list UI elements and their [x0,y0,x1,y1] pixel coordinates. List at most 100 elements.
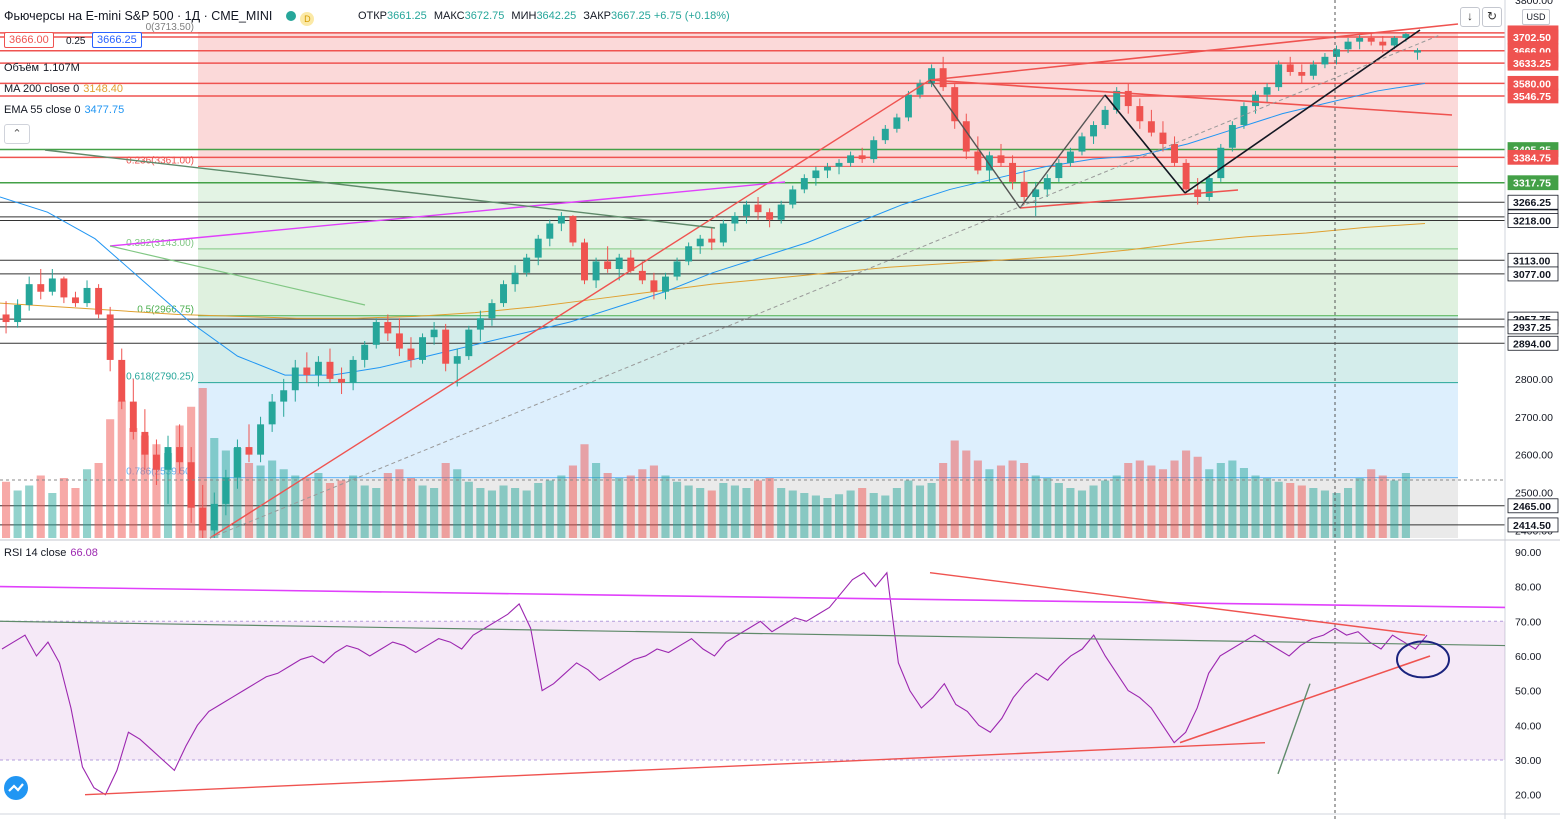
volume-bar [1309,488,1318,538]
candle-body [1321,56,1329,65]
price-axis-tick-label: 3800.00 [1515,0,1553,7]
sell-button[interactable]: 3666.00 [4,32,54,48]
volume-bar [106,419,115,538]
symbol-title-text: Фьючерсы на E-mini S&P 500 · 1Д · CME_MI… [4,9,273,23]
volume-bar [487,490,497,538]
candle-body [789,189,797,205]
price-axis-background [1505,0,1560,819]
download-button[interactable]: ↓ [1460,7,1480,27]
volume-bar [82,469,92,538]
candle-body [974,151,982,171]
volume-bar [59,478,68,538]
volume-bar [13,490,22,538]
ema55-legend[interactable]: EMA 55 close 0 3477.75 [4,104,124,116]
fib-level-label: 0.382(3143.00) [126,238,194,249]
volume-bar [1251,475,1260,538]
buy-button[interactable]: 3666.25 [92,32,142,48]
rsi-trend-line [0,585,1506,609]
volume-bar [94,463,103,538]
candle-body [14,304,22,323]
candle-body [708,238,716,243]
low-label: МИН [511,10,537,22]
candle-body [1414,50,1421,53]
candle-body [835,162,843,167]
dashed-trend-line [209,34,1441,539]
high-label: МАКС [433,10,465,22]
price-label-text: 3218.00 [1513,216,1551,228]
candle-body [210,503,218,531]
volume-bar [834,494,844,538]
volume-bar [1020,463,1029,538]
fib-level-label: 0.5(2966.75) [137,305,194,316]
symbol-title[interactable]: Фьючерсы на E-mini S&P 500 · 1Д · CME_MI… [4,9,315,26]
candle-body [604,261,612,269]
volume-bar [788,490,797,538]
price-label-badge [1507,319,1559,335]
volume-bar [198,388,207,538]
volume-bar [71,488,80,538]
rsi-axis-tick-label: 70.00 [1515,616,1541,628]
pattern-line [1104,94,1186,194]
volume-bar [418,485,427,538]
rsi-legend[interactable]: RSI 14 close 66.08 [4,547,98,559]
candle-body [823,166,831,171]
candle-body [673,261,681,277]
candle-body [176,447,184,463]
close-value: 3667.25 +6.75 (+0.18%) [611,10,730,22]
candle-body [187,462,195,508]
candle-body [812,170,820,179]
candle-body [1078,136,1086,152]
rsi-axis-tick-label: 60.00 [1515,651,1541,663]
volume-bar [603,473,612,538]
volume-bar [568,465,577,538]
volume-bar [846,490,855,538]
rsi-annotation-circle [1396,640,1450,679]
volume-bar [464,481,473,538]
collapse-legend-button[interactable]: ⌃ [4,124,30,144]
volume-bar [673,481,682,538]
price-label-text: 3266.25 [1513,197,1551,209]
volume-bar [372,488,381,538]
volume-bar [1320,490,1329,538]
refresh-icon: ↻ [1486,9,1498,23]
volume-bar [730,485,739,538]
currency-button[interactable]: USD [1522,9,1550,25]
price-label-badge [1507,55,1559,71]
volume-legend[interactable]: Объём 1.107M [4,62,80,74]
volume-bar [985,469,994,538]
candle-body [222,477,230,504]
candle-body [1286,64,1294,72]
candle-body [1356,37,1364,42]
chevron-up-icon: ⌃ [12,128,22,140]
price-label-text: 3317.75 [1513,178,1551,190]
candle-body [326,361,334,379]
rsi-trend-line [0,620,1506,647]
volume-bar [314,473,323,538]
refresh-button[interactable]: ↻ [1482,7,1502,27]
candle-body [731,215,739,224]
candle-body [268,401,276,425]
tradingview-logo[interactable] [4,776,28,800]
volume-bar [383,473,392,538]
volume-bar [1066,488,1075,538]
candle-body [152,454,160,470]
price-label-badge [1507,213,1559,228]
volume-bar [892,488,901,538]
rsi-trend-line [929,572,1426,636]
candle-body [1147,121,1155,133]
price-label-badge [1507,335,1559,351]
volume-bar [1378,475,1387,538]
candle-body [696,238,704,247]
volume-bar [1228,460,1237,538]
pattern-line [1019,94,1106,209]
volume-bar [881,495,890,538]
volume-bar [360,485,369,538]
price-label-badge [1507,517,1559,533]
rsi-band [0,621,1505,760]
ma200-legend[interactable]: MA 200 close 0 3148.40 [4,83,123,95]
candle-body [95,287,103,315]
fib-zone [198,248,1458,316]
candle-body [1367,37,1375,42]
volume-bar [1124,463,1133,538]
